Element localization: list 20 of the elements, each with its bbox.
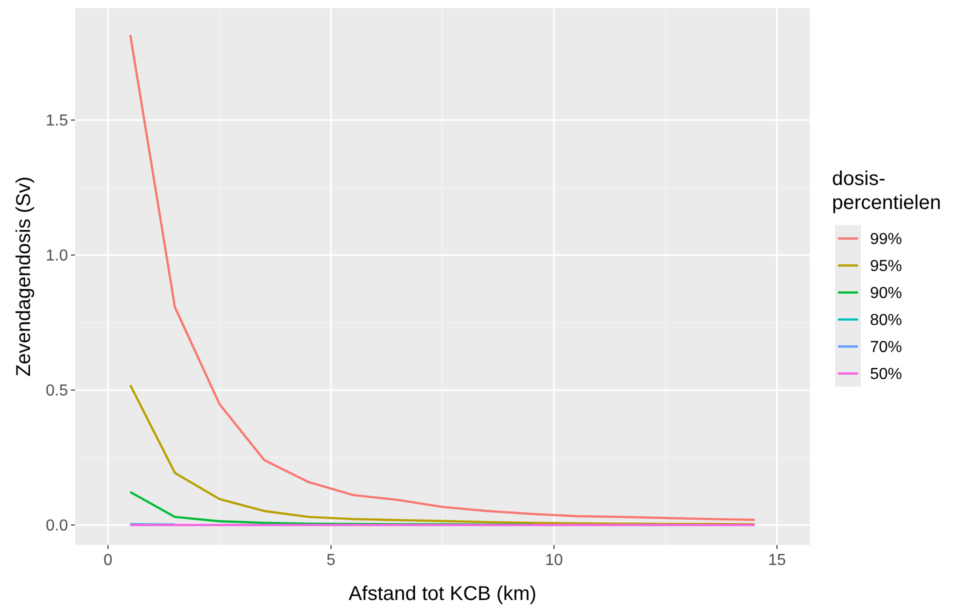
- line-series: [129, 384, 756, 526]
- y-tick-label: 0.5: [46, 382, 68, 400]
- legend-label: 99%: [870, 231, 902, 248]
- x-tick-label: 10: [545, 552, 563, 569]
- legend-label: 50%: [870, 366, 902, 383]
- line-series: [129, 34, 756, 521]
- y-tick-label: 0.0: [46, 518, 68, 535]
- legend-label: 70%: [870, 339, 902, 356]
- x-tick-label: 5: [326, 552, 336, 569]
- x-tick-label: 15: [768, 552, 786, 569]
- y-tick-label: 1.0: [46, 248, 68, 265]
- legend-title: dosis- percentielen: [832, 168, 941, 214]
- y-tick-label: 1.5: [46, 112, 68, 130]
- x-tick-label: 0: [104, 552, 113, 569]
- legend-label: 95%: [870, 258, 902, 275]
- legend-label: 80%: [870, 312, 902, 329]
- legend-label: 90%: [870, 285, 902, 302]
- x-axis-title: Afstand tot KCB (km): [348, 583, 536, 605]
- y-axis-title: Zevendagendosis (Sv): [13, 176, 35, 377]
- line-series: [129, 490, 533, 526]
